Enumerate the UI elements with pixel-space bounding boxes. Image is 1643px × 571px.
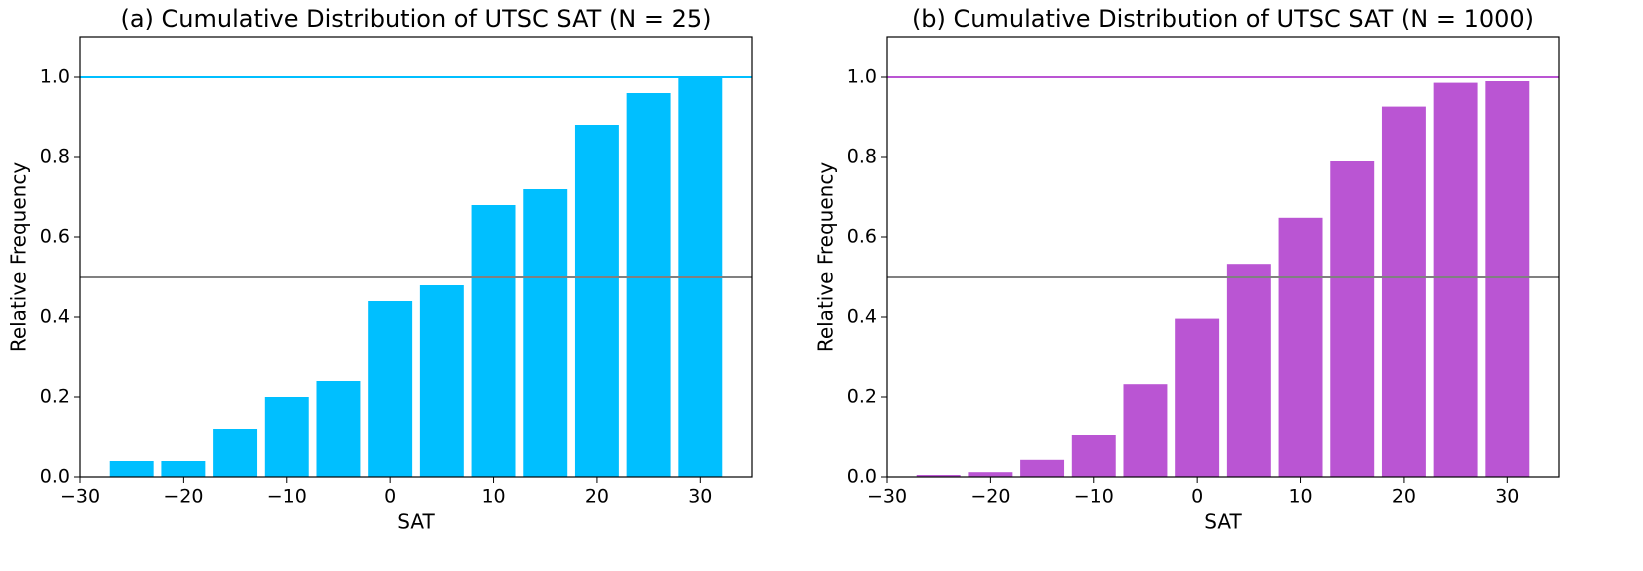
y-tick-label: 0.8: [40, 146, 70, 168]
bar: [1278, 217, 1323, 478]
bar: [1433, 82, 1478, 477]
y-tick-label: 1.0: [847, 66, 877, 88]
x-tick-label: 30: [688, 486, 712, 508]
y-tick-label: 1.0: [40, 66, 70, 88]
bar: [1123, 384, 1168, 477]
bar: [1330, 161, 1375, 477]
bar: [1020, 459, 1065, 477]
x-tick-label: 10: [481, 486, 505, 508]
bar: [1381, 106, 1426, 477]
x-axis-label: SAT: [1204, 510, 1242, 534]
y-tick-label: 0.2: [847, 386, 877, 408]
x-tick-label: −30: [60, 486, 100, 508]
y-axis-label: Relative Frequency: [814, 162, 838, 352]
x-tick-label: −10: [267, 486, 307, 508]
bar: [523, 189, 568, 477]
bar: [213, 429, 258, 477]
bar: [264, 397, 309, 477]
bar: [626, 93, 671, 477]
axes-frame: [79, 36, 753, 478]
x-tick-label: −30: [867, 486, 907, 508]
bar: [1175, 318, 1220, 477]
x-tick-label: 30: [1495, 486, 1519, 508]
axes-frame: [886, 36, 1560, 478]
x-axis-label: SAT: [397, 510, 435, 534]
y-tick-label: 0.0: [847, 466, 877, 488]
bar: [968, 472, 1013, 477]
bar: [1071, 435, 1116, 477]
y-tick-label: 0.4: [847, 306, 877, 328]
bar: [574, 125, 619, 477]
y-axis-label: Relative Frequency: [7, 162, 31, 352]
x-tick-label: −20: [970, 486, 1010, 508]
bar: [316, 381, 361, 477]
y-tick-label: 0.4: [40, 306, 70, 328]
bar: [109, 461, 154, 477]
bar: [916, 475, 961, 477]
x-tick-label: −10: [1074, 486, 1114, 508]
y-tick-label: 0.8: [847, 146, 877, 168]
chart-title: (a) Cumulative Distribution of UTSC SAT …: [120, 5, 711, 33]
y-tick-label: 0.6: [40, 226, 70, 248]
x-tick-label: 20: [585, 486, 609, 508]
x-tick-label: 0: [384, 486, 396, 508]
x-tick-label: 0: [1191, 486, 1203, 508]
x-tick-label: 20: [1392, 486, 1416, 508]
x-tick-label: −20: [163, 486, 203, 508]
y-tick-label: 0.6: [847, 226, 877, 248]
bar: [161, 461, 206, 477]
bar: [419, 285, 464, 477]
y-tick-label: 0.2: [40, 386, 70, 408]
y-tick-label: 0.0: [40, 466, 70, 488]
x-tick-label: 10: [1288, 486, 1312, 508]
bar: [471, 205, 516, 477]
bar: [368, 301, 413, 477]
chart-title: (b) Cumulative Distribution of UTSC SAT …: [912, 5, 1534, 33]
bar: [1485, 81, 1530, 477]
bar: [1226, 264, 1271, 477]
